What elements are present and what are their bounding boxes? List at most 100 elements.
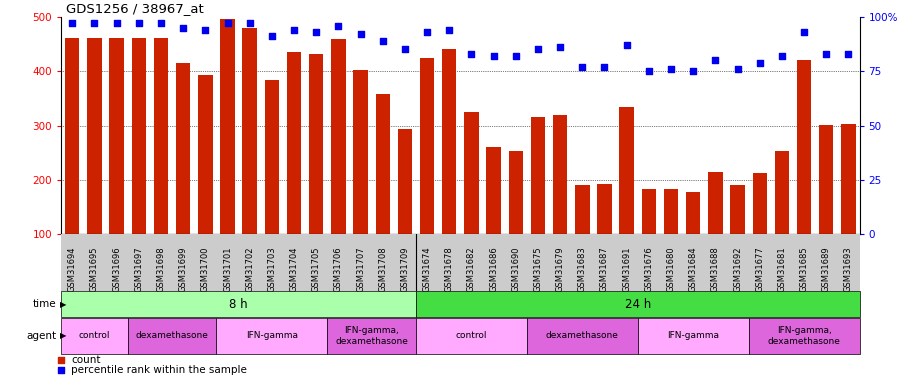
Text: IFN-gamma: IFN-gamma: [667, 332, 719, 340]
Text: dexamethasone: dexamethasone: [546, 332, 619, 340]
Bar: [375, 94, 390, 234]
Bar: [398, 129, 412, 234]
Point: [531, 46, 545, 53]
Point: [375, 38, 390, 44]
Text: GDS1256 / 38967_at: GDS1256 / 38967_at: [66, 2, 203, 15]
Text: control: control: [78, 332, 110, 340]
Bar: [775, 151, 789, 234]
Point: [87, 20, 102, 26]
Bar: [619, 106, 634, 234]
Point: [752, 60, 767, 66]
Point: [775, 53, 789, 59]
Point: [309, 29, 323, 35]
Bar: [265, 81, 279, 234]
Bar: [354, 70, 368, 234]
Bar: [526, 318, 638, 354]
Bar: [198, 75, 212, 234]
Point: [398, 46, 412, 53]
Point: [642, 68, 656, 74]
Point: [354, 31, 368, 37]
Bar: [642, 189, 656, 234]
Bar: [508, 151, 523, 234]
Text: count: count: [71, 355, 101, 364]
Text: control: control: [455, 332, 487, 340]
Bar: [154, 38, 168, 234]
Bar: [598, 184, 612, 234]
Bar: [416, 291, 860, 317]
Bar: [220, 18, 235, 234]
Point: [110, 20, 124, 26]
Point: [686, 68, 700, 74]
Point: [420, 29, 435, 35]
Point: [464, 51, 479, 57]
Point: [65, 20, 79, 26]
Bar: [309, 54, 323, 234]
Bar: [730, 186, 744, 234]
Text: IFN-gamma,
dexamethasone: IFN-gamma, dexamethasone: [335, 326, 408, 346]
Text: ▶: ▶: [60, 300, 67, 309]
Bar: [464, 112, 479, 234]
Point: [331, 22, 346, 28]
Point: [598, 64, 612, 70]
Point: [553, 44, 567, 50]
Bar: [819, 124, 833, 234]
Bar: [61, 318, 128, 354]
Text: percentile rank within the sample: percentile rank within the sample: [71, 364, 248, 375]
Text: 24 h: 24 h: [625, 298, 651, 310]
Bar: [242, 28, 256, 234]
Point: [198, 27, 212, 33]
Bar: [752, 174, 767, 234]
Bar: [638, 318, 749, 354]
Bar: [65, 38, 79, 234]
Point: [819, 51, 833, 57]
Point: [508, 53, 523, 59]
Bar: [176, 63, 191, 234]
Bar: [416, 318, 526, 354]
Bar: [686, 192, 700, 234]
Bar: [575, 185, 590, 234]
Point: [254, 238, 268, 244]
Point: [131, 20, 146, 26]
Point: [796, 29, 811, 35]
Bar: [664, 189, 679, 234]
Point: [619, 42, 634, 48]
Bar: [131, 38, 146, 234]
Bar: [287, 52, 302, 234]
Point: [575, 64, 590, 70]
Bar: [749, 318, 860, 354]
Point: [242, 20, 256, 26]
Point: [442, 27, 456, 33]
Bar: [328, 318, 416, 354]
Bar: [216, 318, 328, 354]
Bar: [531, 117, 545, 234]
Bar: [842, 124, 856, 234]
Text: time: time: [33, 299, 57, 309]
Text: dexamethasone: dexamethasone: [136, 332, 209, 340]
Bar: [420, 58, 435, 234]
Bar: [553, 115, 567, 234]
Point: [842, 51, 856, 57]
Point: [176, 25, 191, 31]
Text: 8 h: 8 h: [230, 298, 248, 310]
Bar: [486, 147, 500, 234]
Text: IFN-gamma,
dexamethasone: IFN-gamma, dexamethasone: [768, 326, 841, 346]
Bar: [796, 60, 811, 234]
Point: [287, 27, 302, 33]
Point: [708, 57, 723, 63]
Bar: [442, 50, 456, 234]
Bar: [110, 38, 124, 234]
Text: IFN-gamma: IFN-gamma: [246, 332, 298, 340]
Point: [265, 33, 279, 39]
Point: [486, 53, 500, 59]
Point: [664, 66, 679, 72]
Point: [254, 328, 268, 334]
Point: [220, 20, 235, 26]
Point: [154, 20, 168, 26]
Text: agent: agent: [27, 331, 57, 341]
Point: [730, 66, 744, 72]
Bar: [708, 172, 723, 234]
Bar: [331, 39, 346, 234]
Bar: [128, 318, 216, 354]
Bar: [61, 291, 416, 317]
Bar: [87, 38, 102, 234]
